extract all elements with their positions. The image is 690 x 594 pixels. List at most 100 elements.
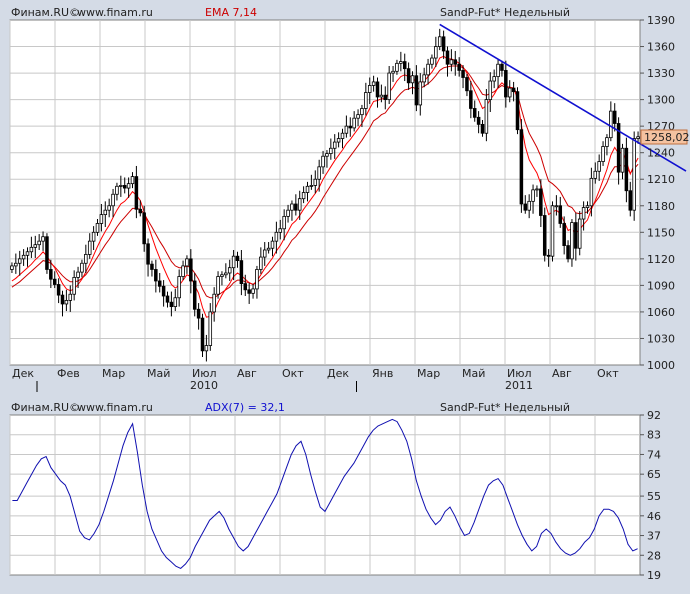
candle-body — [41, 236, 45, 242]
candle-body — [84, 254, 88, 264]
date-tick-label: Авг — [552, 367, 572, 380]
price-tick-label: 1180 — [647, 200, 675, 213]
candle-body — [56, 284, 61, 296]
candle-body — [577, 218, 582, 249]
ema-7-line — [11, 55, 639, 318]
candle-body — [364, 92, 368, 109]
candle-body — [274, 231, 279, 242]
candle-body — [605, 137, 609, 147]
candle-body — [301, 192, 306, 200]
bottom-brand: Финам.RU© — [11, 401, 80, 414]
candle-body — [445, 50, 450, 65]
candle-body — [453, 59, 458, 65]
candle-body — [103, 209, 108, 216]
price-tick-label: 1090 — [647, 279, 675, 292]
candle-body — [95, 223, 100, 233]
candle-body — [402, 61, 407, 70]
ema-14-line — [11, 65, 639, 299]
price-tick-label: 1390 — [647, 14, 675, 27]
candle-body — [352, 117, 356, 129]
candle-body — [192, 280, 197, 310]
candle-body — [255, 269, 259, 290]
candle-body — [247, 289, 251, 294]
price-tick-label: 1030 — [647, 332, 675, 345]
candle-body — [224, 272, 228, 276]
candle-body — [278, 228, 283, 233]
candle-body — [426, 63, 430, 76]
adx-tick-label: 83 — [647, 429, 661, 442]
candle-body — [507, 87, 512, 98]
candle-body — [620, 147, 625, 173]
date-tick-label: Окт — [282, 367, 304, 380]
candle-body — [348, 125, 353, 129]
candle-body — [107, 205, 111, 211]
price-tick-label: 1150 — [647, 226, 675, 239]
top-brand: Финам.RU© — [11, 6, 80, 19]
trendline-path — [439, 23, 687, 172]
date-tick-label: Мар — [417, 367, 440, 380]
candle-body — [317, 166, 321, 180]
candle-body — [406, 68, 411, 84]
candle-body — [204, 345, 209, 352]
candle-body — [200, 317, 205, 352]
adx-tick-label: 65 — [647, 468, 661, 481]
date-tick-label: Фев — [57, 367, 80, 380]
price-tick-label: 1360 — [647, 41, 675, 54]
candle-body — [418, 81, 423, 106]
candle-body — [379, 94, 384, 98]
candle-body — [49, 269, 53, 280]
date-tick-label: Май — [147, 367, 170, 380]
candle-body — [235, 255, 240, 262]
date-tick-label: Мар — [102, 367, 125, 380]
candle-body — [119, 185, 123, 187]
candle-body — [231, 255, 236, 269]
candle-body — [387, 72, 391, 101]
candle-body — [360, 108, 364, 116]
candle-body — [539, 188, 543, 216]
candle-body — [52, 278, 57, 285]
candle-body — [504, 70, 508, 98]
candle-body — [45, 236, 49, 270]
candle-body — [367, 85, 372, 93]
candle-body — [305, 185, 310, 193]
last-price-label: 1258,02 — [644, 131, 690, 144]
candle-body — [169, 301, 174, 308]
ema-14-path — [11, 65, 639, 299]
candle-body — [161, 285, 166, 297]
candle-body — [585, 205, 590, 208]
date-axis: Дек Фев Мар Май Июл Авг Окт Дек Янв Мар Май Июл Авг О… — [12, 367, 619, 392]
adx-tick-label: 55 — [647, 490, 661, 503]
candle-body — [138, 208, 143, 214]
date-tick-label: Июл — [507, 367, 532, 380]
candle-body — [476, 116, 481, 125]
candle-body — [157, 280, 162, 287]
candle-body — [37, 240, 41, 246]
candle-body — [189, 258, 193, 282]
candle-body — [531, 189, 535, 202]
candle-body — [441, 36, 446, 52]
bottom-symbol: SandP-Fut* Недельный — [440, 401, 570, 414]
date-tick-label: Янв — [372, 367, 393, 380]
candle-body — [173, 297, 178, 308]
candle-body — [29, 246, 34, 253]
candle-body — [185, 258, 189, 267]
candle-body — [636, 136, 640, 139]
adx-label: ADX(7) = 32,1 — [205, 401, 285, 414]
year-label: 2010 — [190, 379, 218, 392]
candle-body — [562, 223, 566, 246]
date-tick-label: Май — [462, 367, 485, 380]
trendline — [439, 23, 687, 172]
candle-body — [216, 276, 220, 295]
candle-body — [371, 81, 376, 86]
adx-path — [12, 418, 638, 569]
adx-line — [12, 418, 638, 569]
ema-label: EMA 7,14 — [205, 6, 257, 19]
candle-body — [64, 300, 69, 305]
candle-body — [430, 57, 434, 65]
candle-body — [410, 75, 415, 84]
candle-body — [297, 198, 302, 211]
top-symbol: SandP-Fut* Недельный — [440, 6, 570, 19]
candle-body — [492, 76, 496, 82]
candle-body — [437, 36, 442, 47]
